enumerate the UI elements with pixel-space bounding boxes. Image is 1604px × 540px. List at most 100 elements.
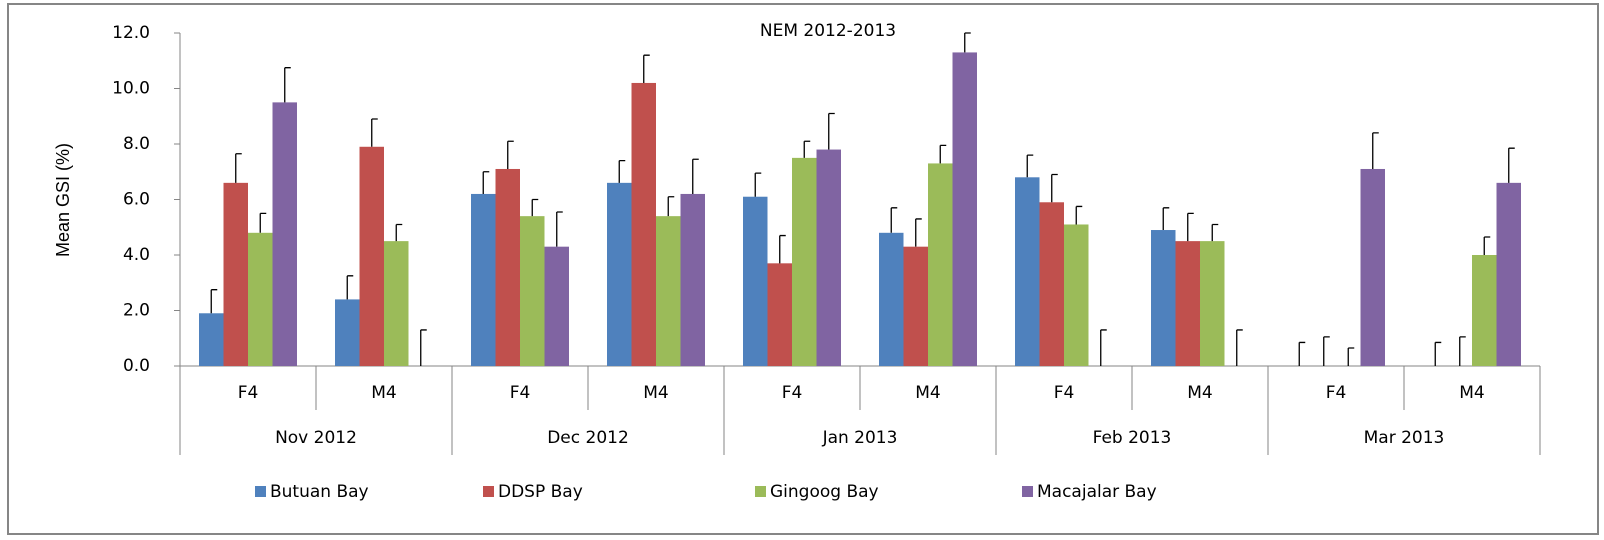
error-bar [1051,173,1058,203]
bar [792,157,817,366]
bar [903,246,928,366]
bar [495,168,520,366]
error-bar [1434,341,1442,366]
bar [223,182,248,366]
error-bar [371,118,378,147]
x-tick-label: F4 [238,383,259,403]
y-tick-label: 2.0 [123,301,150,321]
group-label: Dec 2012 [547,428,629,448]
error-bar [1100,329,1107,366]
legend-label: DDSP Bay [498,482,583,502]
bar [1015,177,1040,366]
error-bar [531,198,539,217]
error-bar [259,212,267,233]
bar [359,146,384,366]
error-bar [235,153,242,183]
error-bar [507,140,514,169]
error-bar [1236,329,1243,366]
x-tick-label: F4 [1326,383,1347,403]
x-tick-label: M4 [1459,383,1484,403]
bar [656,216,681,366]
bar [767,263,792,366]
error-bar [395,223,403,242]
group-label: Mar 2013 [1364,428,1445,448]
bar [816,149,841,366]
y-tick-label: 12.0 [112,23,150,43]
x-tick-label: M4 [371,383,396,403]
error-bar [828,112,835,150]
x-tick-label: F4 [1054,383,1075,403]
bar [1175,241,1200,366]
error-bar [754,172,762,197]
bar [1200,241,1225,366]
bar [952,52,977,367]
x-tick-label: M4 [643,383,668,403]
error-bar [1508,147,1515,183]
y-tick-label: 4.0 [123,245,150,265]
bar [1472,255,1497,366]
bar [1360,168,1385,366]
group-label: Nov 2012 [275,428,357,448]
bar [471,193,496,366]
error-bar [1459,336,1466,366]
error-bar [692,158,699,194]
error-bar [643,54,650,83]
legend-label: Gingoog Bay [770,482,879,502]
bar [272,102,297,366]
error-bar [1187,212,1194,242]
y-tick-label: 8.0 [123,134,150,154]
error-bar [915,218,922,247]
bar [544,246,569,366]
error-bar [1298,341,1306,366]
bar [928,163,953,366]
bar [1064,224,1089,366]
chart-title: NEM 2012-2013 [760,21,896,41]
bar [520,216,545,366]
bar [631,82,656,366]
group-label: Feb 2013 [1093,428,1172,448]
bar [680,193,705,366]
bar [199,313,224,366]
error-bar [667,196,675,217]
error-bar [618,160,626,183]
error-bar [1347,347,1355,366]
error-bar [1372,132,1379,169]
error-bar [939,144,947,164]
x-tick-label: M4 [915,383,940,403]
error-bar [1211,223,1219,242]
legend-swatch [255,486,266,497]
bar [384,241,409,366]
bar [743,196,768,366]
error-bar [346,275,354,300]
group-label: Jan 2013 [822,428,898,448]
y-axis-label: Mean GSI (%) [53,143,73,257]
error-bar [1075,205,1083,225]
bar [248,232,273,366]
legend-swatch [1022,486,1033,497]
bar [1039,202,1064,366]
error-bar [803,140,811,158]
error-bar [1323,336,1330,366]
error-bar [210,289,218,314]
bar [1151,230,1176,366]
error-bar [779,234,786,264]
error-bar [890,207,898,233]
x-tick-label: F4 [782,383,803,403]
error-bar [556,211,563,247]
bar [335,299,360,366]
error-bar [284,67,291,103]
legend-label: Macajalar Bay [1037,482,1157,502]
legend-swatch [755,486,766,497]
y-tick-label: 10.0 [112,79,150,99]
x-tick-label: M4 [1187,383,1212,403]
error-bar [420,329,427,366]
legend-label: Butuan Bay [270,482,369,502]
bar [1496,182,1521,366]
error-bar [1026,154,1034,178]
bar [879,232,904,366]
y-tick-label: 6.0 [123,190,150,210]
y-tick-label: 0.0 [123,356,150,376]
x-tick-label: F4 [510,383,531,403]
legend-swatch [483,486,494,497]
